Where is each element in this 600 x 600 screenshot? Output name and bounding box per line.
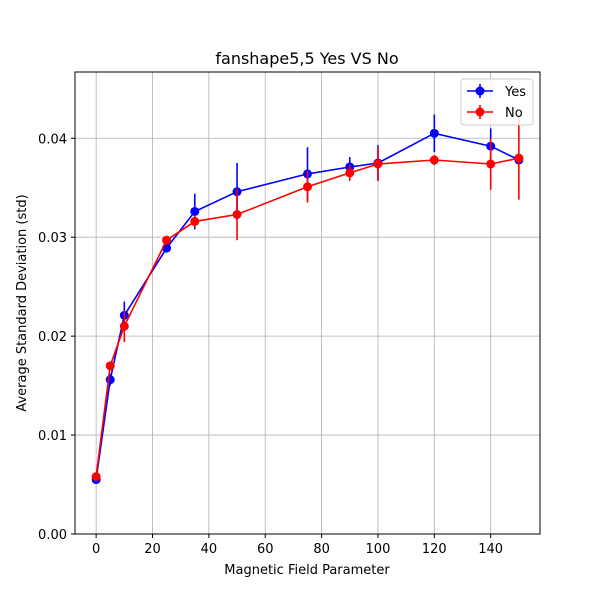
data-point xyxy=(429,155,439,165)
legend-marker xyxy=(475,86,485,96)
x-tick-label: 40 xyxy=(201,542,218,557)
data-point xyxy=(345,168,355,178)
y-tick-label: 0.03 xyxy=(38,231,67,246)
series-layer xyxy=(91,114,524,485)
legend-item-no: No xyxy=(467,105,523,121)
legend-label: Yes xyxy=(504,85,526,100)
y-axis-ticks: 0.00 0.01 0.02 0.03 0.04 xyxy=(38,132,75,543)
y-tick-label: 0.04 xyxy=(38,132,67,147)
data-point xyxy=(232,209,242,219)
plot-frame xyxy=(74,71,541,535)
legend-label: No xyxy=(505,106,523,121)
chart-title: fanshape5,5 Yes VS No xyxy=(215,49,398,68)
legend-marker xyxy=(475,107,485,117)
x-tick-label: 80 xyxy=(313,542,330,557)
x-tick-label: 120 xyxy=(422,542,447,557)
series-no xyxy=(91,116,524,482)
legend: Yes No xyxy=(460,78,534,126)
data-point xyxy=(429,128,439,138)
data-point xyxy=(486,159,496,169)
x-tick-label: 0 xyxy=(92,542,100,557)
data-point xyxy=(190,216,200,226)
x-axis-label: Magnetic Field Parameter xyxy=(224,563,390,578)
data-point xyxy=(119,321,129,331)
x-tick-label: 20 xyxy=(144,542,161,557)
series-line xyxy=(95,157,520,477)
data-point xyxy=(105,361,115,371)
data-point xyxy=(373,159,383,169)
x-tick-label: 140 xyxy=(478,542,503,557)
data-point xyxy=(91,472,101,482)
x-tick-label: 60 xyxy=(257,542,274,557)
y-tick-label: 0.01 xyxy=(38,429,67,444)
data-point xyxy=(162,235,172,245)
data-point xyxy=(514,153,524,163)
y-axis-label: Average Standard Deviation (std) xyxy=(15,194,30,411)
x-tick-label: 100 xyxy=(366,542,391,557)
legend-item-yes: Yes xyxy=(467,84,526,100)
data-point xyxy=(105,375,115,385)
y-tick-label: 0.02 xyxy=(38,330,67,345)
data-point xyxy=(190,206,200,216)
data-point xyxy=(303,182,312,192)
y-tick-label: 0.00 xyxy=(38,528,67,543)
x-axis-ticks: 0 20 40 60 80 100 120 140 xyxy=(92,534,503,557)
